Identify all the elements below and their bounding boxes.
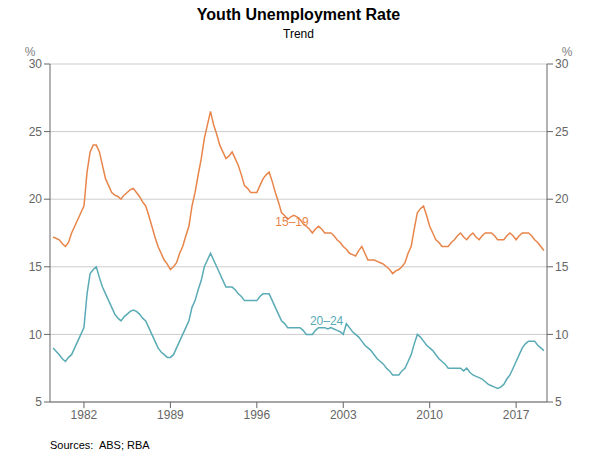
svg-text:10: 10	[555, 328, 569, 342]
html-text:Trend: Trend	[283, 27, 314, 41]
svg-text:1989: 1989	[157, 408, 184, 422]
svg-text:30: 30	[29, 57, 43, 71]
svg-text:15: 15	[555, 260, 569, 274]
svg-text:15: 15	[29, 260, 43, 274]
svg-text:20–24: 20–24	[310, 314, 344, 328]
svg-text:25: 25	[555, 125, 569, 139]
svg-text:10: 10	[29, 328, 43, 342]
svg-text:15–19: 15–19	[275, 215, 309, 229]
svg-text:1982: 1982	[71, 408, 98, 422]
svg-text:5: 5	[555, 395, 562, 409]
svg-text:20: 20	[555, 192, 569, 206]
svg-text:2010: 2010	[416, 408, 443, 422]
html-text:Youth Unemployment Rate: Youth Unemployment Rate	[196, 6, 401, 23]
svg-text:%: %	[25, 45, 36, 59]
svg-text:5: 5	[35, 395, 42, 409]
svg-text:20: 20	[29, 192, 43, 206]
html-text:Sources: ABS; RBA: Sources: ABS; RBA	[50, 439, 150, 451]
svg-text:2003: 2003	[330, 408, 357, 422]
svg-text:2017: 2017	[503, 408, 530, 422]
svg-text:1996: 1996	[243, 408, 270, 422]
svg-text:%: %	[562, 45, 573, 59]
svg-text:25: 25	[29, 125, 43, 139]
svg-text:30: 30	[555, 57, 569, 71]
